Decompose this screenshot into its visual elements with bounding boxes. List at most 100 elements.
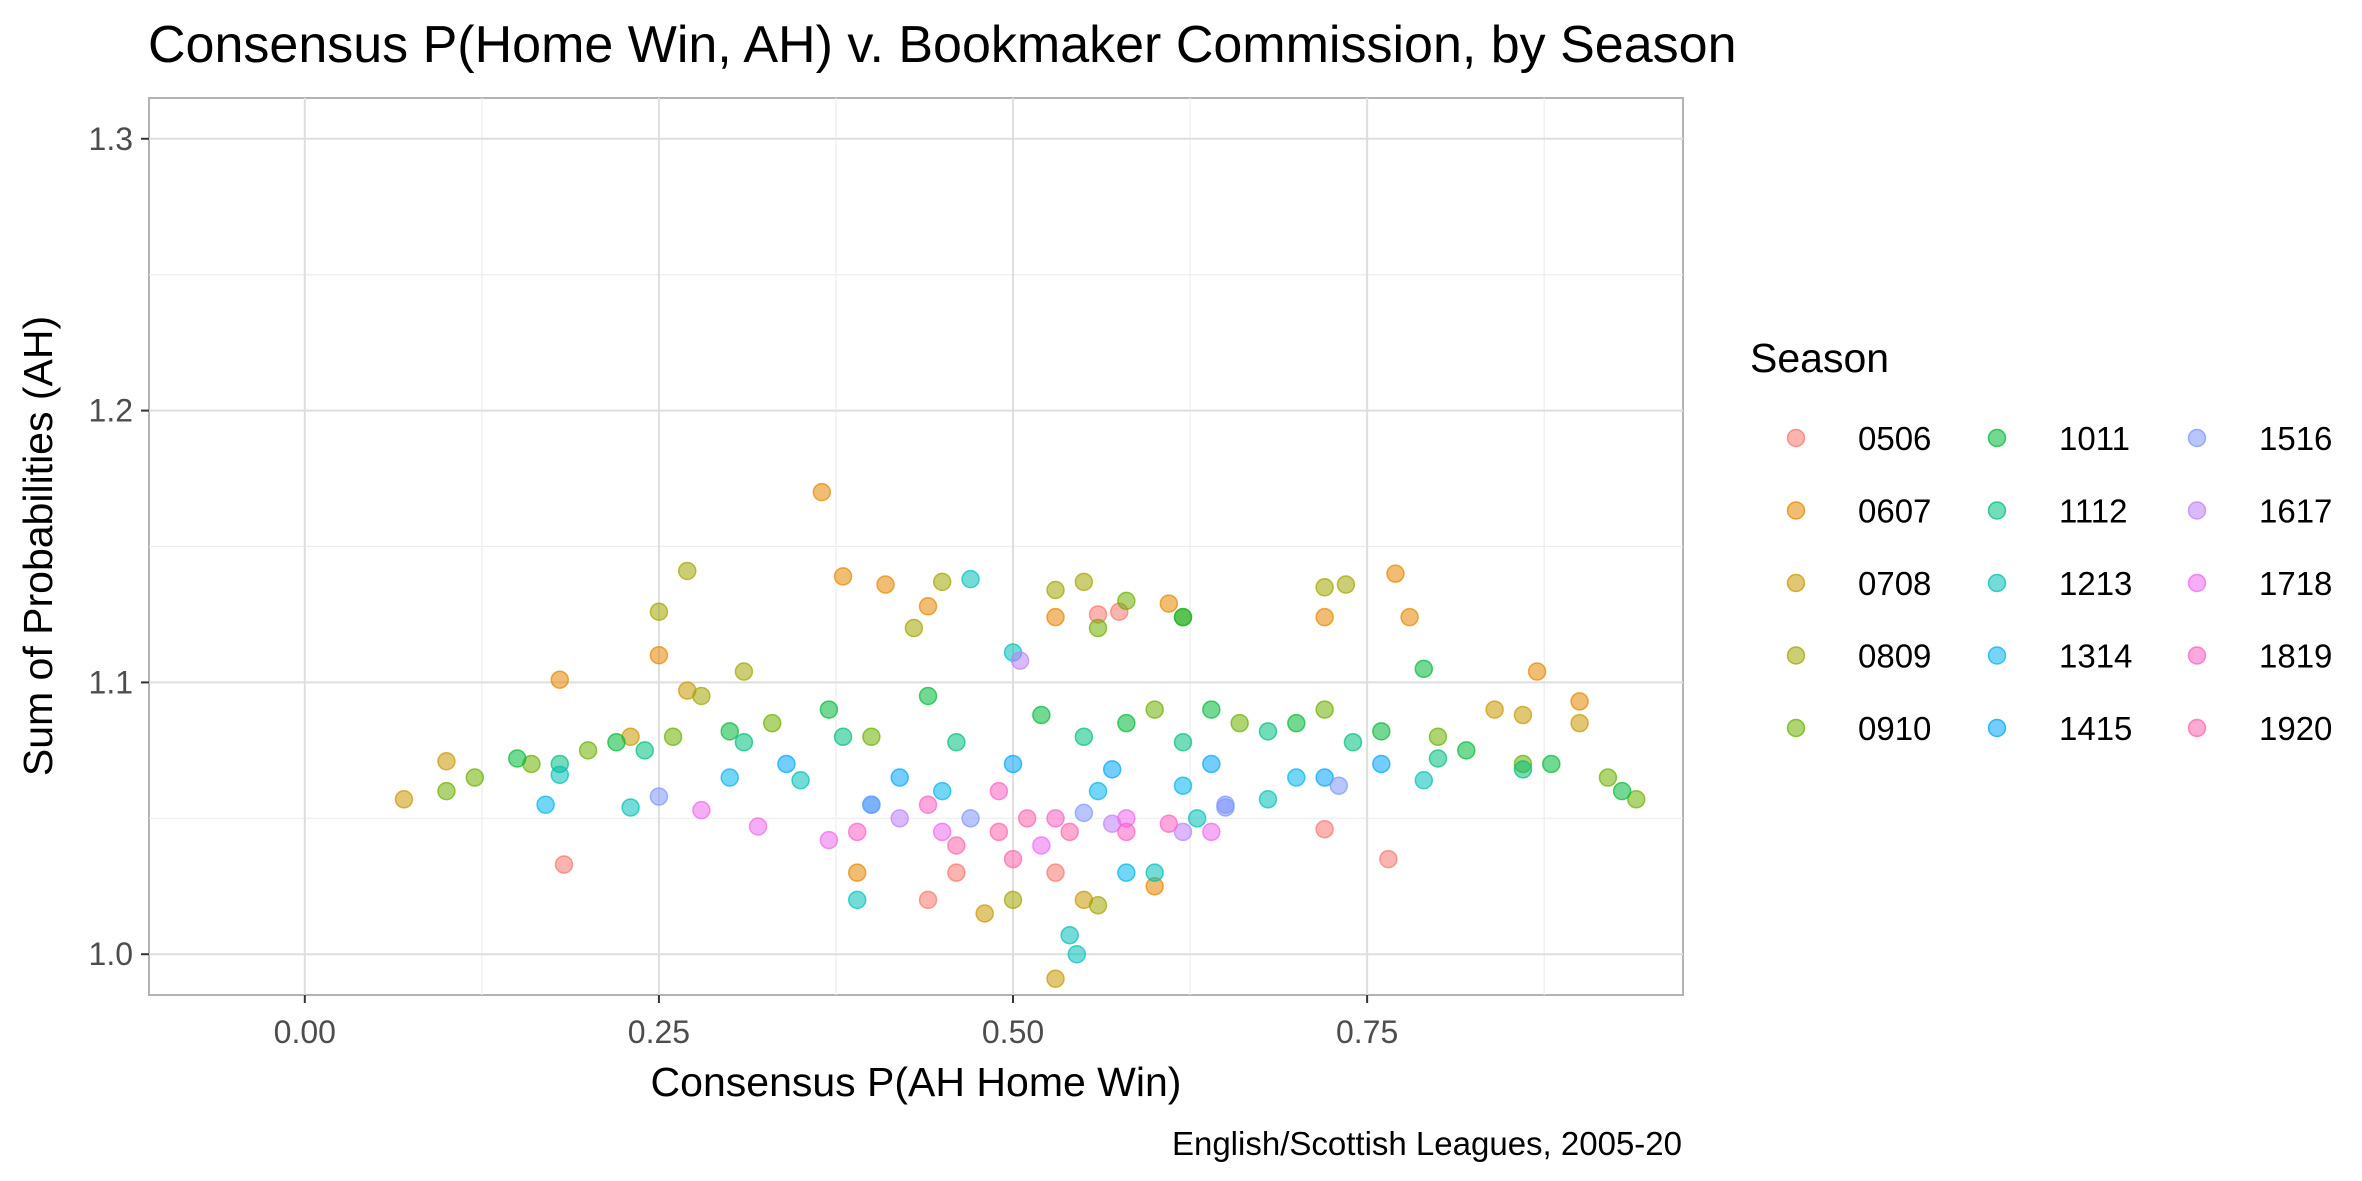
point-1718	[932, 822, 952, 842]
legend-item-1617: 1617	[2187, 493, 2332, 530]
legend-label: 1112	[2059, 493, 2128, 530]
point-1112	[1513, 760, 1533, 779]
point-1112	[1428, 749, 1448, 768]
legend-swatch	[1786, 428, 1806, 448]
chart-title: Consensus P(Home Win, AH) v. Bookmaker C…	[148, 16, 1737, 74]
point-1718	[819, 830, 839, 850]
point-0809	[932, 572, 952, 592]
point-1415	[1315, 768, 1334, 787]
legend-item-0506: 0506	[1786, 420, 1931, 457]
legend-swatch	[1786, 573, 1806, 593]
chart-caption: English/Scottish Leagues, 2005-20	[1172, 1125, 1682, 1162]
point-1415	[1102, 760, 1122, 779]
point-0708	[1570, 713, 1589, 733]
point-0910	[862, 727, 881, 747]
legend-label: 0809	[1858, 638, 1931, 675]
point-0607	[1046, 607, 1065, 627]
legend-item-0607: 0607	[1786, 493, 1931, 530]
point-1516	[1329, 776, 1349, 795]
point-0708	[1046, 969, 1065, 988]
point-1112	[1074, 727, 1094, 747]
point-1516	[1074, 803, 1094, 823]
point-1213	[1258, 790, 1278, 809]
point-1718	[1032, 836, 1051, 855]
y-axis-label: Sum of Probabilities (AH)	[15, 316, 61, 776]
point-1314	[1088, 781, 1108, 801]
point-1617	[1173, 822, 1193, 842]
legend-item-1213: 1213	[1987, 565, 2132, 602]
point-1920	[1017, 809, 1037, 828]
point-1617	[1010, 651, 1030, 670]
point-1011	[1173, 607, 1193, 627]
point-1415	[1372, 754, 1391, 774]
point-0607	[649, 645, 669, 665]
x-tick-label: 0.75	[1336, 1014, 1398, 1050]
point-0607	[1570, 692, 1589, 711]
point-0910	[1117, 591, 1136, 611]
point-0607	[812, 482, 832, 502]
legend-item-1819: 1819	[2187, 638, 2332, 675]
point-1415	[1003, 754, 1023, 774]
point-0607	[1400, 607, 1419, 627]
legend-label: 1920	[2259, 710, 2332, 747]
legend: Season 0506 0607 0708 0809 0910 1011 1112 1213 1…	[1750, 335, 2332, 747]
legend-item-1718: 1718	[2187, 565, 2332, 602]
point-1112	[635, 741, 655, 760]
point-1819	[1117, 822, 1136, 842]
point-1112	[734, 732, 754, 752]
point-1314	[1287, 768, 1306, 787]
point-0910	[578, 741, 598, 760]
point-1112	[1173, 732, 1193, 752]
point-0506	[554, 855, 574, 874]
legend-label: 1516	[2259, 420, 2332, 457]
point-1314	[720, 768, 739, 787]
point-1011	[508, 749, 527, 768]
point-1819	[1159, 814, 1179, 834]
legend-swatch	[1786, 718, 1806, 738]
legend-label: 1617	[2259, 493, 2332, 530]
legend-item-1415: 1415	[1987, 710, 2132, 747]
point-1011	[1457, 741, 1476, 760]
point-1516	[1216, 798, 1235, 817]
point-1011	[1287, 713, 1306, 733]
legend-item-1112: 1112	[1987, 493, 2128, 530]
point-0809	[677, 561, 697, 581]
point-0910	[1145, 700, 1164, 719]
point-0809	[692, 686, 711, 706]
point-1213	[1187, 809, 1207, 828]
legend-swatch	[2187, 428, 2207, 448]
point-0809	[1336, 575, 1356, 594]
legend-item-0708: 0708	[1786, 565, 1931, 602]
point-1920	[989, 822, 1009, 842]
point-0708	[975, 904, 994, 923]
gridlines	[149, 98, 1683, 995]
point-1213	[847, 890, 867, 910]
point-0708	[437, 751, 456, 771]
y-tick-label: 1.2	[89, 393, 133, 429]
point-1415	[777, 754, 796, 774]
point-0506	[1315, 819, 1334, 839]
x-axis-label: Consensus P(AH Home Win)	[651, 1059, 1182, 1105]
y-axis-ticks: 1.0 1.1 1.2 1.3	[89, 121, 149, 972]
point-1819	[1046, 809, 1065, 828]
point-0809	[734, 662, 754, 681]
point-1617	[890, 809, 909, 828]
legend-label: 0506	[1858, 420, 1931, 457]
point-0607	[1315, 607, 1334, 627]
point-0708	[1485, 700, 1504, 719]
point-1920	[1060, 822, 1079, 842]
legend-swatch	[1786, 646, 1806, 665]
point-0910	[1315, 700, 1334, 719]
point-0910	[1598, 768, 1618, 787]
legend-item-1516: 1516	[2187, 420, 2332, 457]
point-1112	[1343, 732, 1363, 752]
point-0708	[1513, 705, 1533, 725]
point-1718	[748, 817, 768, 836]
legend-swatch	[2187, 646, 2207, 665]
point-0607	[876, 575, 895, 594]
point-1213	[550, 765, 570, 785]
point-0607	[833, 567, 853, 586]
point-0910	[1428, 727, 1448, 747]
legend-item-0910: 0910	[1786, 710, 1931, 747]
point-0910	[762, 713, 782, 733]
